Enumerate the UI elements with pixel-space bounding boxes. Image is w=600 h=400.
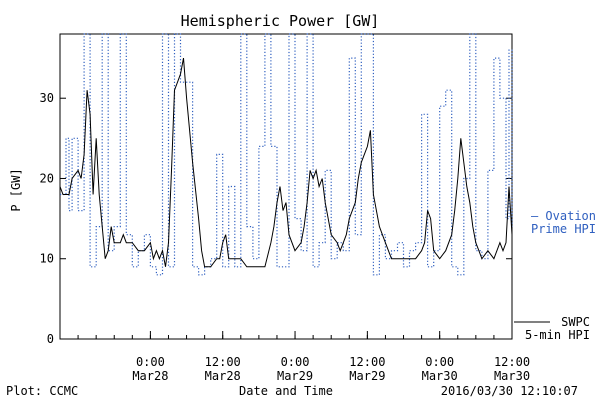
x-tick-date-label: Mar29: [277, 369, 313, 383]
x-tick-date-label: Mar30: [494, 369, 530, 383]
x-tick-date-label: Mar29: [349, 369, 385, 383]
legend-ovation-line2: Prime HPI: [531, 222, 596, 236]
series-ovation-prime-line: [60, 33, 513, 276]
series-layer: [59, 33, 513, 276]
y-axis-ticks: 0 10 20 30: [40, 91, 512, 346]
x-tick-date-label: Mar30: [422, 369, 458, 383]
x-axis-label: Date and Time: [239, 384, 333, 398]
legend-swpc: SWPC 5-min HPI: [514, 315, 590, 342]
chart-title: Hemispheric Power [GW]: [181, 12, 380, 30]
legend-swpc-line2: 5-min HPI: [525, 328, 590, 342]
plot-timestamp: 2016/03/30 12:10:07: [441, 384, 578, 398]
x-tick-date-label: Mar28: [132, 369, 168, 383]
legend-swpc-line1: SWPC: [561, 315, 590, 329]
x-axis-ticks: 0:00Mar2812:00Mar280:00Mar2912:00Mar290:…: [59, 331, 530, 383]
x-tick-time-label: 12:00: [349, 355, 385, 369]
legend-ovation: — Ovation Prime HPI: [531, 209, 596, 236]
x-tick-time-label: 12:00: [205, 355, 241, 369]
series-swpc-line: [59, 58, 513, 268]
y-axis-label: P [GW]: [9, 168, 23, 211]
x-tick-time-label: 0:00: [281, 355, 310, 369]
y-tick-label: 0: [47, 332, 54, 346]
x-tick-time-label: 12:00: [494, 355, 530, 369]
x-tick-date-label: Mar28: [205, 369, 241, 383]
legend-ovation-line1: — Ovation: [531, 209, 596, 223]
y-tick-label: 30: [40, 91, 54, 105]
plot-frame: [59, 33, 513, 340]
x-tick-time-label: 0:00: [425, 355, 454, 369]
y-tick-label: 10: [40, 252, 54, 266]
plot-source: Plot: CCMC: [6, 384, 78, 398]
y-tick-label: 20: [40, 171, 54, 185]
x-tick-time-label: 0:00: [136, 355, 165, 369]
